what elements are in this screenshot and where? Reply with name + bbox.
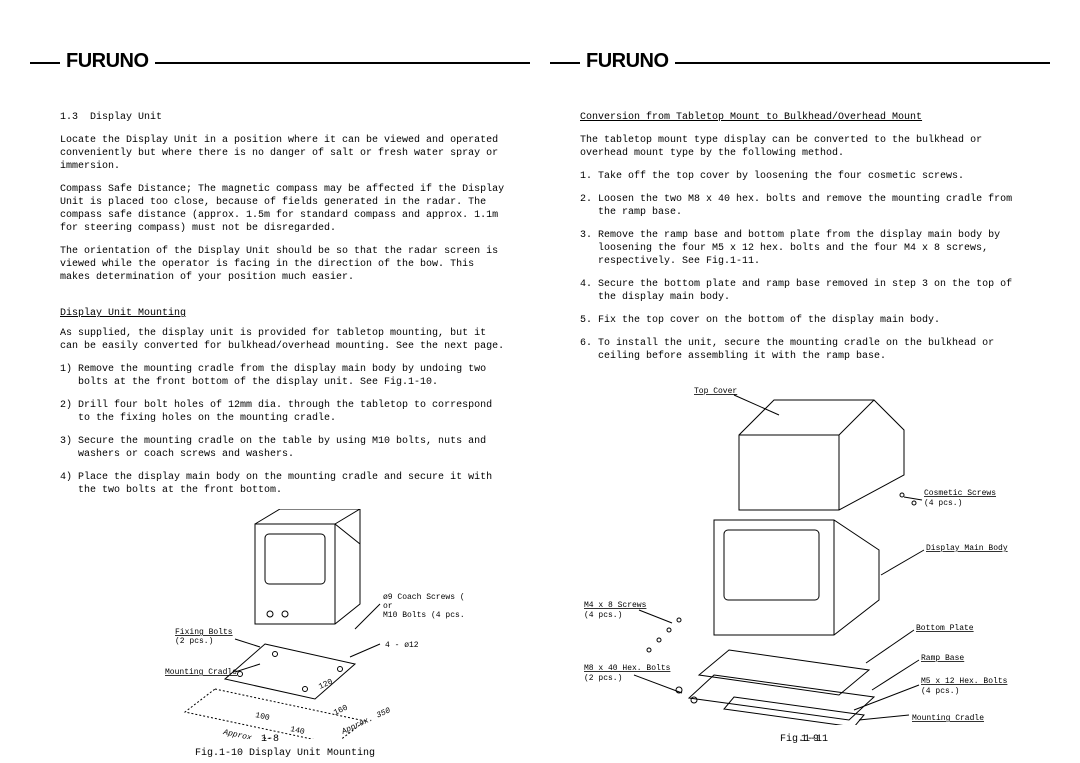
svg-text:ø9 Coach Screws (4 pcs.): ø9 Coach Screws (4 pcs.)	[383, 593, 465, 602]
list-item: 1) Remove the mounting cradle from the d…	[60, 363, 510, 389]
svg-text:M8 x 40 Hex. Bolts: M8 x 40 Hex. Bolts	[584, 664, 671, 673]
paragraph: The orientation of the Display Unit shou…	[60, 245, 510, 284]
figure-1-11: Top Cover Cosmetic Screws (4 pcs.) Displ…	[580, 375, 1028, 746]
svg-text:Cosmetic Screws: Cosmetic Screws	[924, 489, 996, 498]
brand-logo: FURUNO	[60, 50, 155, 73]
list-item: 3. Remove the ramp base and bottom plate…	[580, 229, 1028, 268]
step-list: 1. Take off the top cover by loosening t…	[580, 170, 1028, 363]
list-item: 1. Take off the top cover by loosening t…	[580, 170, 1028, 183]
page-number: 1-9	[540, 734, 1080, 745]
page-right: FURUNO Conversion from Tabletop Mount to…	[540, 0, 1080, 763]
paragraph: As supplied, the display unit is provide…	[60, 327, 510, 353]
diagram-svg: Fixing Bolts (2 pcs.) Mounting Cradle ø9…	[105, 509, 465, 739]
svg-text:100: 100	[254, 711, 270, 723]
page-left: FURUNO 1.3 Display Unit Locate the Displ…	[0, 0, 540, 763]
svg-text:4 - ø12: 4 - ø12	[385, 641, 419, 650]
svg-text:Fixing Bolts: Fixing Bolts	[175, 628, 233, 637]
svg-text:M4 x 8 Screws: M4 x 8 Screws	[584, 601, 647, 610]
right-content: Conversion from Tabletop Mount to Bulkhe…	[580, 111, 1028, 746]
paragraph: The tabletop mount type display can be c…	[580, 134, 1028, 160]
svg-text:Top Cover: Top Cover	[694, 387, 737, 396]
list-item: 6. To install the unit, secure the mount…	[580, 337, 1028, 363]
svg-text:(4 pcs.): (4 pcs.)	[924, 499, 962, 508]
left-content: 1.3 Display Unit Locate the Display Unit…	[60, 111, 510, 760]
list-item: 4. Secure the bottom plate and ramp base…	[580, 278, 1028, 304]
svg-text:Mounting Cradle: Mounting Cradle	[912, 714, 984, 723]
paragraph: Locate the Display Unit in a position wh…	[60, 134, 510, 173]
list-item: 2. Loosen the two M8 x 40 hex. bolts and…	[580, 193, 1028, 219]
svg-text:Bottom Plate: Bottom Plate	[916, 624, 974, 633]
section-heading: 1.3 Display Unit	[60, 111, 510, 124]
figure-caption: Fig.1-10 Display Unit Mounting	[60, 747, 510, 760]
list-item: 4) Place the display main body on the mo…	[60, 471, 510, 497]
paragraph: Compass Safe Distance; The magnetic comp…	[60, 183, 510, 235]
list-item: 3) Secure the mounting cradle on the tab…	[60, 435, 510, 461]
svg-text:Ramp Base: Ramp Base	[921, 654, 964, 663]
svg-text:M10 Bolts (4 pcs.): M10 Bolts (4 pcs.)	[383, 611, 465, 620]
figure-1-10: Fixing Bolts (2 pcs.) Mounting Cradle ø9…	[60, 509, 510, 760]
svg-text:(2 pcs.): (2 pcs.)	[584, 674, 622, 683]
step-list: 1) Remove the mounting cradle from the d…	[60, 363, 510, 497]
brand-logo: FURUNO	[580, 50, 675, 73]
svg-text:Mounting Cradle: Mounting Cradle	[165, 668, 237, 677]
section-title-text: Display Unit	[90, 112, 162, 123]
subheading: Display Unit Mounting	[60, 308, 186, 319]
svg-text:(4 pcs.): (4 pcs.)	[921, 687, 959, 696]
svg-text:(4 pcs.): (4 pcs.)	[584, 611, 622, 620]
svg-text:(2 pcs.): (2 pcs.)	[175, 637, 213, 646]
svg-text:or: or	[383, 602, 393, 611]
list-item: 5. Fix the top cover on the bottom of th…	[580, 314, 1028, 327]
conversion-title: Conversion from Tabletop Mount to Bulkhe…	[580, 111, 1028, 124]
list-item: 2) Drill four bolt holes of 12mm dia. th…	[60, 399, 510, 425]
svg-text:Display Main Body: Display Main Body	[926, 544, 1008, 553]
svg-text:M5 x 12 Hex. Bolts: M5 x 12 Hex. Bolts	[921, 677, 1008, 686]
page-number: 1-8	[0, 734, 540, 745]
diagram-svg: Top Cover Cosmetic Screws (4 pcs.) Displ…	[584, 375, 1024, 725]
section-number: 1.3	[60, 112, 78, 123]
